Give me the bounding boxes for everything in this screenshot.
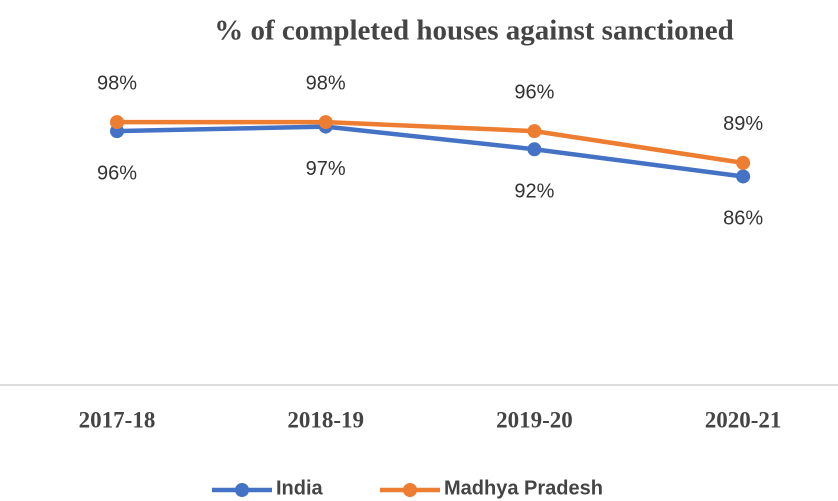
chart-title: % of completed houses against sanctioned [214, 15, 734, 47]
data-label: 97% [306, 158, 346, 180]
marker [527, 124, 542, 139]
x-tick-label: 2020-21 [705, 407, 782, 432]
legend-marker [403, 483, 417, 497]
data-label: 96% [97, 162, 137, 184]
data-label: 89% [723, 113, 763, 135]
x-tick-label: 2019-20 [496, 407, 573, 432]
marker [527, 142, 542, 157]
legend-label: Madhya Pradesh [444, 477, 603, 499]
marker [736, 155, 751, 170]
data-label: 86% [723, 208, 763, 230]
data-label: 98% [97, 72, 137, 94]
x-tick-label: 2018-19 [287, 407, 364, 432]
line [117, 119, 744, 166]
marker [110, 115, 124, 130]
marker [736, 169, 751, 184]
legend-marker [235, 483, 249, 497]
x-tick-label: 2017-18 [79, 407, 156, 432]
data-label: 98% [306, 72, 346, 94]
data-label: 92% [514, 181, 554, 203]
data-label: 96% [514, 81, 554, 103]
legend-label: India [276, 477, 324, 499]
line [116, 124, 744, 179]
marker [318, 115, 333, 130]
